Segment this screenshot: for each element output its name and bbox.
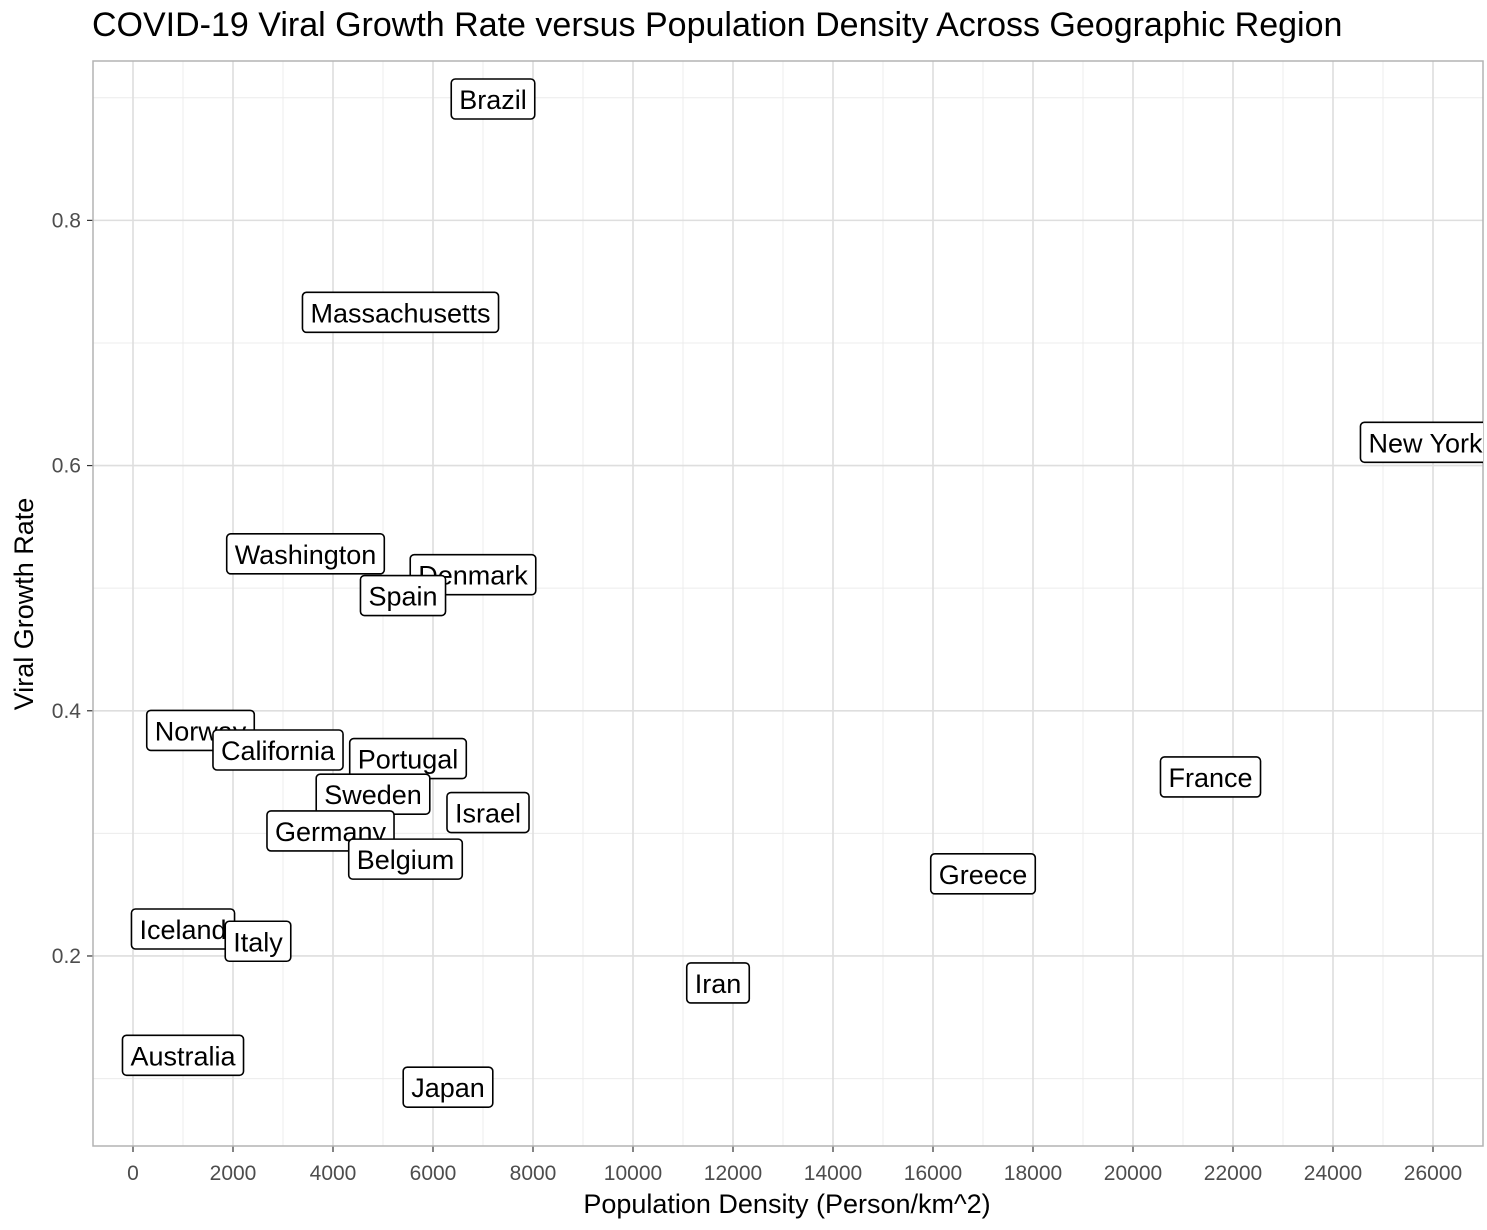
- x-axis-title: Population Density (Person/km^2): [583, 1189, 990, 1219]
- x-tick-label: 4000: [310, 1162, 357, 1185]
- point-label: Iran: [685, 962, 751, 1004]
- point-label-text: Belgium: [357, 845, 455, 875]
- point-label-box: [301, 291, 500, 334]
- point-label-box: [359, 574, 447, 617]
- point-label-text: France: [1168, 763, 1252, 793]
- point-label: Washington: [225, 533, 386, 575]
- point-label: Sweden: [315, 773, 431, 815]
- point-label: Japan: [402, 1066, 494, 1108]
- x-tick-label: 6000: [410, 1162, 457, 1185]
- point-label-text: Australia: [130, 1041, 236, 1071]
- point-label-box: [402, 1066, 494, 1108]
- x-tick-label: 20000: [1104, 1162, 1162, 1185]
- point-label-box: [224, 920, 292, 963]
- x-tick-label: 16000: [904, 1162, 962, 1185]
- point-label-text: California: [221, 736, 336, 766]
- point-label-box: [347, 838, 464, 880]
- point-label: Brazil: [450, 78, 536, 120]
- point-label-box: [1359, 421, 1483, 464]
- chart-title: COVID-19 Viral Growth Rate versus Popula…: [92, 6, 1343, 44]
- point-label: Italy: [224, 920, 292, 963]
- point-label-box: [1159, 756, 1262, 798]
- point-label: Israel: [446, 791, 530, 834]
- point-label: California: [212, 729, 344, 771]
- point-label-text: Massachusetts: [310, 298, 490, 328]
- x-tick-label: 8000: [510, 1162, 557, 1185]
- point-label: Spain: [359, 574, 447, 617]
- x-tick-label: 0: [127, 1162, 139, 1185]
- y-tick-label: 0.4: [52, 700, 82, 723]
- point-label-box: [225, 533, 386, 575]
- point-label: Australia: [121, 1034, 245, 1077]
- x-tick-label: 2000: [210, 1162, 257, 1185]
- point-label-text: Israel: [455, 799, 521, 829]
- point-label: France: [1159, 756, 1262, 798]
- axes: 0 2000 4000 6000 8000 10000 12000 14000 16000 180…: [52, 60, 1484, 1185]
- point-label-text: Japan: [411, 1073, 485, 1103]
- point-label: Iceland: [130, 908, 236, 950]
- x-tick-label: 14000: [804, 1162, 862, 1185]
- point-label-text: Iran: [695, 969, 742, 999]
- point-label: Belgium: [347, 838, 464, 880]
- point-label: Greece: [929, 853, 1037, 895]
- point-label-box: [121, 1034, 245, 1077]
- x-tick-label: 26000: [1404, 1162, 1462, 1185]
- panel-border: [92, 60, 1484, 1147]
- y-tick-label: 0.6: [52, 455, 81, 478]
- x-tick-label: 24000: [1304, 1162, 1362, 1185]
- point-label-box: [685, 962, 751, 1004]
- point-label-text: Portugal: [358, 745, 459, 775]
- y-tick-label: 0.8: [52, 209, 81, 232]
- point-label-text: Washington: [235, 540, 377, 570]
- x-tick-label: 18000: [1004, 1162, 1062, 1185]
- point-label: Massachusetts: [301, 291, 500, 334]
- point-label-text: Iceland: [139, 915, 226, 945]
- point-label-text: Spain: [368, 582, 437, 612]
- point-label-text: Greece: [939, 860, 1028, 890]
- point-label-box: [450, 78, 536, 120]
- point-label-box: [446, 791, 530, 834]
- point-label: New York: [1359, 421, 1483, 464]
- y-tick-label: 0.2: [52, 945, 81, 968]
- point-label-text: New York: [1368, 428, 1483, 458]
- x-tick-label: 12000: [704, 1162, 762, 1185]
- point-label-box: [929, 853, 1037, 895]
- point-label: Portugal: [348, 737, 468, 780]
- point-label-box: [212, 729, 344, 771]
- x-tick-label: 10000: [604, 1162, 662, 1185]
- point-label-text: Sweden: [324, 780, 422, 810]
- point-label-text: Brazil: [459, 85, 527, 115]
- x-tick-label: 22000: [1204, 1162, 1262, 1185]
- grid-lines: [93, 61, 1484, 1146]
- y-axis-title: Viral Growth Rate: [9, 498, 39, 711]
- point-label-text: Italy: [233, 927, 283, 957]
